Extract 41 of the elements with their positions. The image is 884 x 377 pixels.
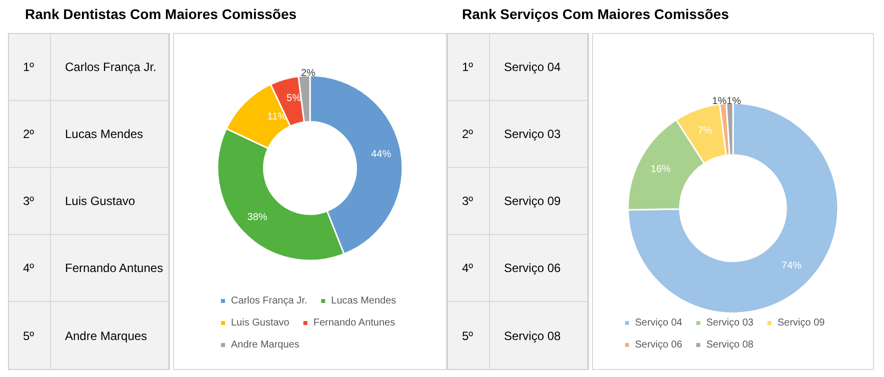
legend-label: Andre Marques bbox=[231, 340, 300, 350]
text: Fernando Antunes bbox=[51, 235, 169, 301]
chart-title: Rank Serviços Com Maiores Comissões bbox=[462, 6, 729, 22]
data-label: 1% bbox=[726, 96, 742, 107]
text: 2º bbox=[9, 101, 51, 167]
text: 1º bbox=[448, 34, 490, 100]
text: Serviço 09 bbox=[490, 168, 588, 234]
text: Serviço 03 bbox=[490, 101, 588, 167]
text: 1º bbox=[9, 34, 51, 100]
legend-label: Lucas Mendes bbox=[331, 296, 396, 306]
data-label: 1% bbox=[712, 96, 727, 108]
chart-title: Rank Dentistas Com Maiores Comissões bbox=[25, 6, 297, 22]
data-label: 16% bbox=[650, 164, 671, 175]
legend-label: Serviço 09 bbox=[777, 318, 826, 328]
text: 3º bbox=[448, 168, 490, 234]
legend-label: Serviço 04 bbox=[635, 318, 683, 328]
legend-label: Serviço 08 bbox=[706, 340, 754, 350]
text: Andre Marques bbox=[51, 302, 169, 369]
legend-label: Fernando Antunes bbox=[313, 318, 396, 328]
text: Carlos França Jr. bbox=[51, 34, 169, 100]
text: Luis Gustavo bbox=[51, 168, 169, 234]
data-label: 74% bbox=[782, 260, 802, 272]
legend-label: Carlos França Jr. bbox=[231, 296, 308, 306]
text: 2º bbox=[448, 101, 490, 167]
data-label: 44% bbox=[371, 148, 392, 160]
legend-label: Serviço 03 bbox=[706, 318, 754, 328]
legend-label: Luis Gustavo bbox=[231, 318, 290, 328]
data-label: 38% bbox=[247, 212, 268, 224]
data-label: 2% bbox=[300, 68, 316, 80]
text: 4º bbox=[9, 235, 51, 301]
text: 5º bbox=[9, 302, 51, 369]
text: 5º bbox=[448, 302, 490, 369]
text: Serviço 04 bbox=[490, 34, 588, 100]
text: Lucas Mendes bbox=[51, 101, 169, 167]
data-label: 5% bbox=[286, 93, 302, 104]
text: 4º bbox=[448, 235, 490, 301]
text: 3º bbox=[9, 168, 51, 234]
legend-label: Serviço 06 bbox=[635, 340, 683, 350]
text: Serviço 06 bbox=[490, 235, 588, 301]
data-label: 7% bbox=[698, 126, 712, 137]
text: Serviço 08 bbox=[490, 302, 588, 369]
